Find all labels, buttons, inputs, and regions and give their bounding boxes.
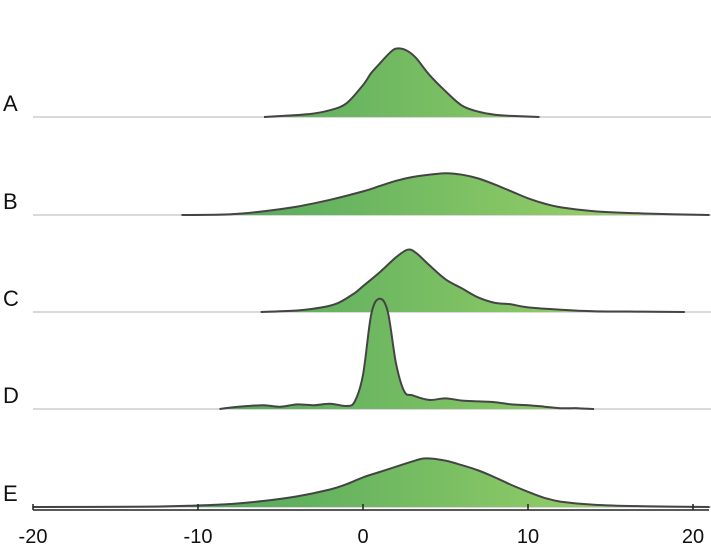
- ridge-d: D: [3, 297, 711, 410]
- ridges-layer: A B C D E: [3, 47, 711, 508]
- ridge-area-b: [181, 173, 710, 215]
- row-label-c: C: [3, 286, 19, 311]
- x-tick-label-2: 0: [357, 526, 368, 548]
- ridge-outline-b: [181, 172, 710, 216]
- ridge-b: B: [3, 172, 711, 216]
- ridge-outline-e: [32, 457, 710, 508]
- x-tick-label-1: -10: [184, 526, 213, 548]
- row-label-b: B: [3, 189, 18, 214]
- ridge-outline-c: [260, 248, 685, 313]
- ridge-area-d: [219, 298, 594, 409]
- ridge-a: A: [3, 47, 711, 118]
- row-label-e: E: [3, 481, 18, 506]
- ridge-outline-d: [219, 297, 595, 410]
- row-label-a: A: [3, 91, 18, 116]
- ridge-area-a: [264, 48, 540, 117]
- x-tick-label-3: 10: [517, 526, 539, 548]
- row-label-d: D: [3, 383, 19, 408]
- ridge-area-c: [260, 249, 685, 312]
- x-axis: -20 -10 0 10 20: [19, 504, 709, 548]
- ridge-outline-a: [263, 47, 540, 118]
- ridge-e: E: [3, 457, 711, 508]
- x-tick-label-0: -20: [19, 526, 48, 548]
- ridge-c: C: [3, 248, 711, 313]
- x-tick-label-4: 20: [682, 526, 704, 548]
- ridge-area-e: [33, 458, 710, 507]
